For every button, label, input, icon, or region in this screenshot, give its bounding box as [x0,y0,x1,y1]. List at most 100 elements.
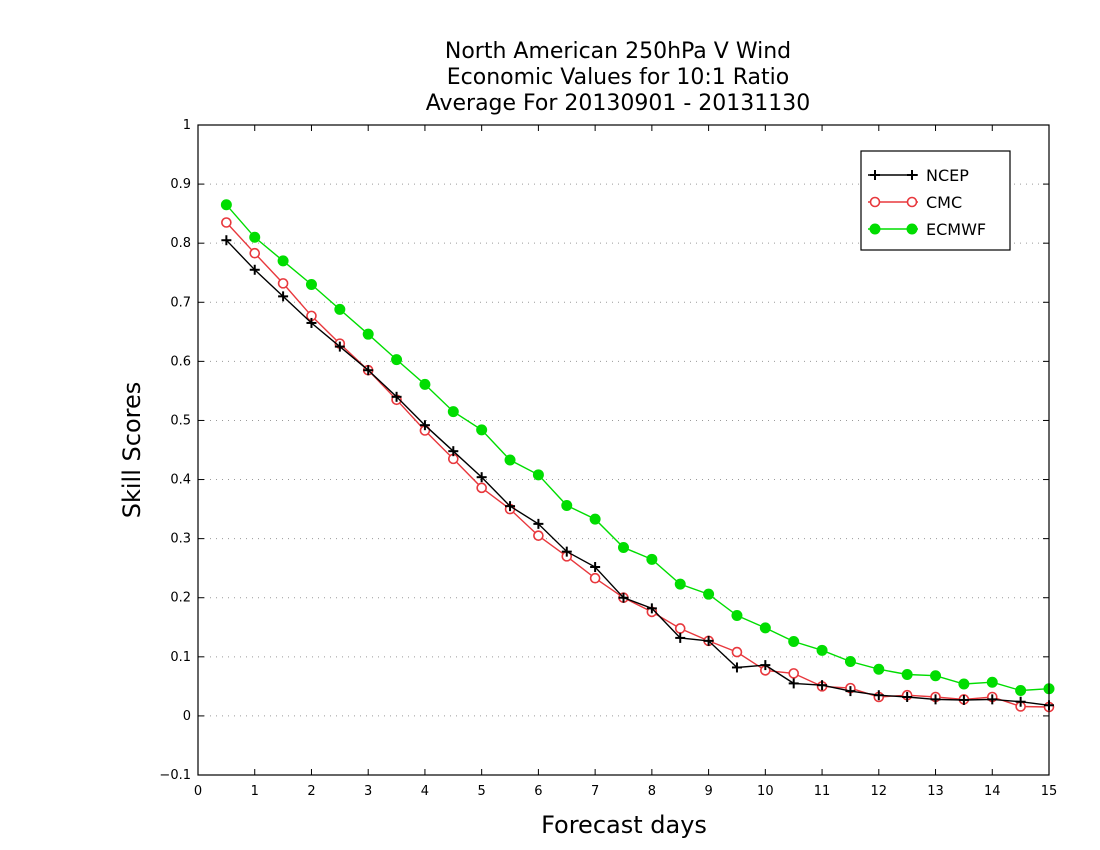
data-point-ncep [419,420,430,431]
data-point-ecmwf [930,670,942,682]
legend-label-cmc: CMC [926,193,962,212]
x-tick-label: 5 [478,784,486,799]
data-point-ncep [334,341,345,352]
data-point-ecmwf [873,663,885,675]
y-tick-label: 0.4 [170,473,191,488]
data-point-ncep [561,546,572,557]
data-point-ncep [902,692,913,702]
data-point-cmc [277,278,289,289]
legend-marker-ncep [870,170,880,180]
chart-title: North American 250hPa V Wind Economic Va… [426,39,811,116]
data-point-ncep [476,472,487,483]
data-point-ecmwf [674,578,686,590]
legend-item-ncep: NCEP [868,166,969,185]
y-tick-label: 0 [183,709,191,724]
data-point-ncep [788,678,799,689]
data-point-cmc [476,482,487,494]
data-point-cmc [731,646,743,658]
data-point-ecmwf [618,542,629,553]
series-ecmwf [220,199,1055,696]
x-tick-label: 1 [251,784,259,799]
data-point-ncep [703,635,714,646]
data-point-ncep [278,291,289,302]
x-tick-label: 2 [307,784,315,799]
data-point-ncep [760,660,771,671]
data-point-ecmwf [844,656,856,668]
data-point-cmc [589,572,601,584]
y-tick-label: 0.6 [170,354,191,369]
data-point-ncep [618,592,629,603]
data-point-ecmwf [731,609,743,621]
y-tick-label: 0.8 [170,236,191,251]
data-point-ncep [646,603,657,614]
data-point-ecmwf [646,553,658,565]
legend-item-ecmwf: ECMWF [868,220,986,239]
data-point-cmc [221,217,232,228]
legend-item-cmc: CMC [868,193,962,212]
y-tick-label: 1 [183,118,191,133]
y-tick-label: 0.1 [170,650,191,665]
series-ncep [221,235,1054,711]
data-point-ecmwf [334,303,346,315]
series-line-ecmwf [225,204,1050,692]
x-tick-label: 14 [984,784,1001,799]
x-axis-ticks: 0 1 2 3 4 5 6 7 8 9 10 11 12 13 14 15 [194,125,1057,799]
data-point-ecmwf [504,454,516,466]
x-tick-label: 9 [704,784,712,799]
series-line-cmc [225,222,1050,708]
x-axis-label: Forecast days [541,811,707,839]
data-point-ecmwf [1015,685,1027,696]
legend-marker-cmc [906,196,918,208]
legend-marker-ecmwf [906,223,918,235]
y-tick-label: 0.9 [170,177,191,192]
data-point-ncep [958,694,969,705]
legend-label-ncep: NCEP [926,166,969,185]
data-point-ecmwf [561,500,573,512]
x-tick-label: 3 [364,784,372,799]
data-point-ecmwf [220,199,232,211]
data-point-ecmwf [986,676,998,688]
data-point-ecmwf [788,635,800,647]
legend-marker-ncep [907,170,917,180]
legend-marker-cmc [869,196,881,208]
x-tick-label: 4 [421,784,429,799]
y-axis-ticks: −0.1 0 0.1 0.2 0.3 0.4 0.5 0.6 0.7 0.8 0.9 1 [159,118,1049,783]
data-point-ecmwf [249,231,261,243]
x-tick-label: 11 [814,784,831,799]
data-point-cmc [249,247,261,259]
y-tick-label: 0.2 [170,591,191,606]
y-tick-label: 0.7 [170,295,191,310]
x-tick-label: 10 [757,784,774,799]
data-point-ecmwf [447,406,459,418]
data-point-ecmwf [532,469,544,481]
data-point-ncep [505,501,516,512]
data-point-ncep [1015,696,1026,707]
data-point-ncep [731,662,742,673]
plot-frame [197,124,1050,776]
y-axis-label: Skill Scores [118,382,146,519]
series-cmc [221,217,1055,713]
data-point-ncep [391,391,402,402]
legend: NCEP CMC ECMWF [860,150,1011,251]
data-point-ncep [448,446,459,457]
y-tick-label: 0.3 [170,532,191,547]
data-point-ecmwf [589,513,601,525]
series-layer [220,199,1055,713]
x-tick-label: 0 [194,784,202,799]
data-point-ncep [987,694,998,705]
data-point-ecmwf [362,328,374,340]
data-point-ecmwf [703,588,715,600]
data-point-ecmwf [958,678,970,690]
data-point-ncep [221,235,232,246]
data-point-ecmwf [901,669,913,681]
x-tick-label: 8 [648,784,656,799]
x-tick-label: 15 [1041,784,1058,799]
x-tick-label: 6 [534,784,542,799]
data-point-ecmwf [419,378,431,390]
legend-label-ecmwf: ECMWF [926,220,986,239]
data-point-ncep [873,690,884,701]
x-tick-label: 7 [591,784,599,799]
data-point-cmc [533,530,544,541]
legend-marker-ecmwf [869,223,881,235]
